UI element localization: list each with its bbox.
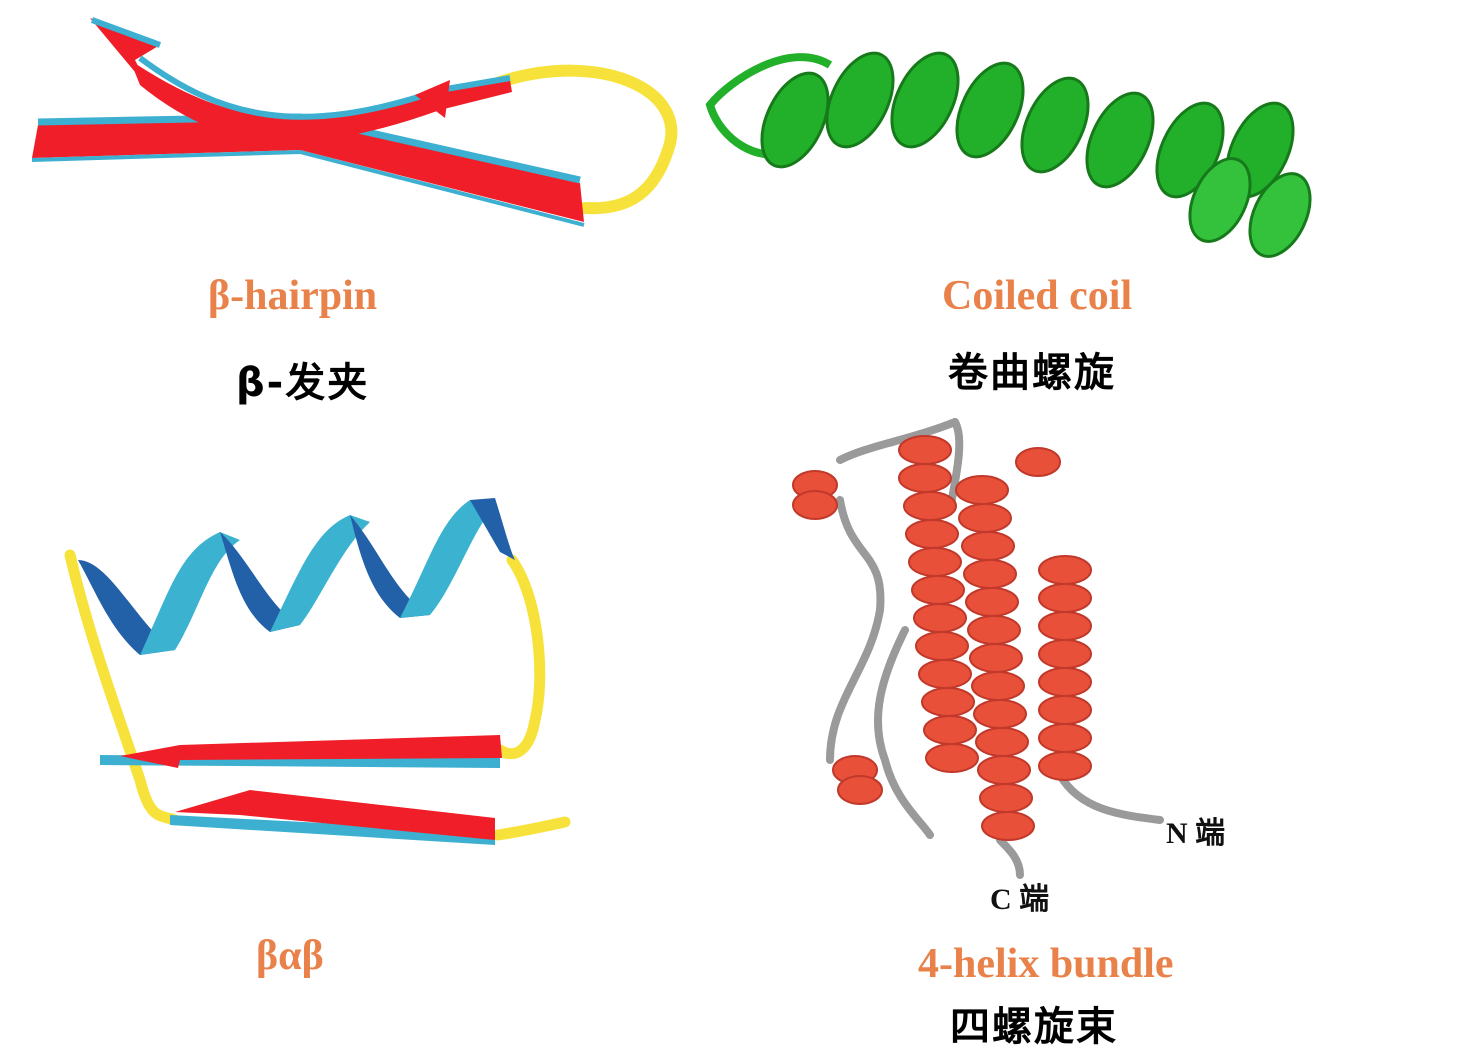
bab-tail <box>492 816 571 841</box>
hairpin-strand-upper <box>130 60 512 142</box>
bundle-loops <box>826 418 1164 879</box>
c-terminus-label: C 端 <box>990 883 1050 916</box>
hairpin-strand-lower <box>32 120 584 222</box>
coiled-coil-label-zh: 卷曲螺旋 <box>948 350 1116 396</box>
bundle-helix-2 <box>898 435 979 773</box>
n-terminus-label: N 端 <box>1166 817 1226 850</box>
bab-strand-lower <box>170 790 495 845</box>
coiled-coil-illustration <box>705 51 1312 258</box>
four-helix-label-en: 4-helix bundle <box>918 941 1174 987</box>
coiled-coil-panel: Coiled coil 卷曲螺旋 <box>700 0 1472 420</box>
four-helix-panel: N 端 C 端 4-helix bundle 四螺旋束 <box>720 400 1472 1050</box>
hairpin-arrowhead-2 <box>415 80 450 118</box>
hairpin-label-en: β-hairpin <box>208 273 378 319</box>
four-helix-label-zh: 四螺旋束 <box>950 1004 1118 1050</box>
bundle-helix-3 <box>955 475 1035 841</box>
coil-loop <box>705 53 833 159</box>
beta-hairpin-panel: β-hairpin β-发夹 <box>0 0 720 420</box>
coil-helix-lower <box>1188 157 1312 258</box>
beta-hairpin-illustration <box>31 17 678 227</box>
bab-strand-upper <box>100 735 502 768</box>
hairpin-arrowhead-1 <box>90 18 160 90</box>
bab-panel: βαβ <box>0 420 720 1048</box>
bundle-helix-1 <box>792 470 883 805</box>
hairpin-label-zh: β-发夹 <box>236 360 370 406</box>
bab-loop-left <box>64 549 181 826</box>
four-helix-illustration <box>792 418 1164 879</box>
bab-alpha-helix <box>78 498 515 655</box>
bab-label-en: βαβ <box>256 933 324 979</box>
hairpin-loop <box>494 64 678 215</box>
bab-loop-right <box>494 554 546 760</box>
bab-illustration <box>64 498 571 845</box>
bundle-helix-4 <box>1015 447 1092 781</box>
coiled-coil-label-en: Coiled coil <box>942 273 1133 319</box>
